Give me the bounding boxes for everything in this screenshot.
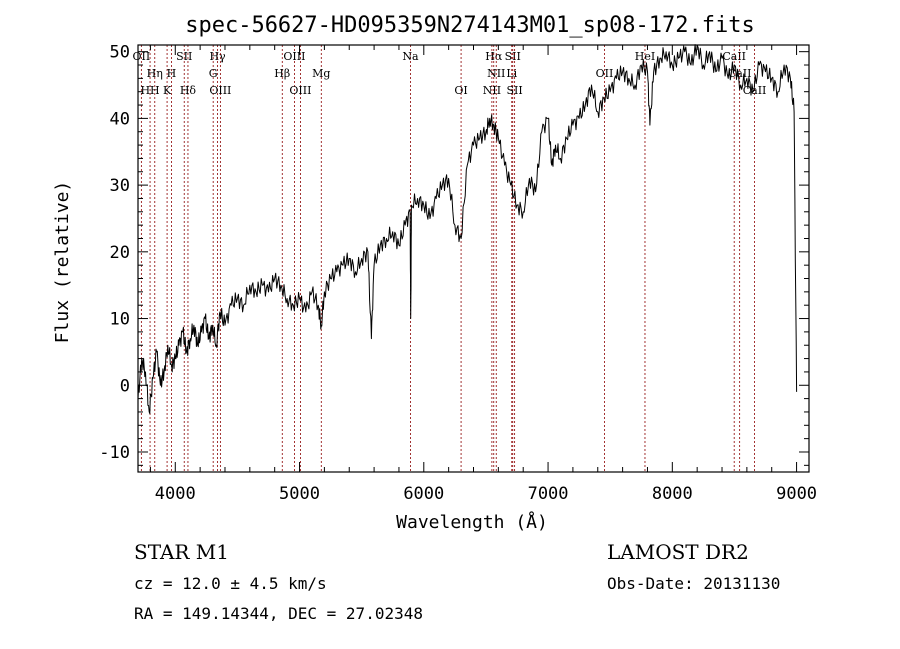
chart-title: spec-56627-HD095359N274143M01_sp08-172.f… bbox=[185, 13, 755, 38]
y-tick-label: 30 bbox=[110, 176, 130, 196]
obs-date: Obs-Date: 20131130 bbox=[607, 574, 781, 593]
y-tick-label: 40 bbox=[110, 109, 130, 129]
x-tick-label: 6000 bbox=[403, 484, 444, 504]
spectral-line-label: SII bbox=[507, 84, 523, 97]
coordinates: RA = 149.14344, DEC = 27.02348 bbox=[134, 604, 423, 623]
x-tick-label: 5000 bbox=[279, 484, 320, 504]
y-axis-label: Flux (relative) bbox=[52, 181, 73, 344]
y-tick-label: 10 bbox=[110, 310, 130, 330]
spectral-line-label: Hα bbox=[485, 50, 503, 63]
spectral-line-label: OII bbox=[596, 67, 614, 80]
object-class: STAR M1 bbox=[134, 540, 230, 564]
spectral-line-label: Hγ bbox=[209, 50, 226, 63]
spectral-line-label: K bbox=[163, 84, 172, 97]
spectral-line-label: H bbox=[167, 67, 177, 80]
spectral-line-label: OI bbox=[454, 84, 467, 97]
spectral-line-label: Hδ bbox=[180, 84, 197, 97]
spectral-line-label: Li bbox=[506, 67, 517, 80]
spectral-line-label: SII bbox=[505, 50, 521, 63]
spectral-line-label: Na bbox=[402, 50, 419, 63]
spectral-line-label: CaII bbox=[743, 84, 767, 97]
spectral-line-label: OII bbox=[132, 50, 150, 63]
spectral-line-label: Hη bbox=[147, 67, 163, 80]
x-tick-label: 9000 bbox=[776, 484, 817, 504]
redshift-info: cz = 12.0 ± 4.5 km/s bbox=[134, 574, 327, 593]
spectral-line-label: CaII bbox=[722, 50, 746, 63]
survey-name: LAMOST DR2 bbox=[607, 540, 749, 564]
y-tick-label: 20 bbox=[110, 243, 130, 263]
spectral-line-label: NII bbox=[487, 67, 505, 80]
spectral-line-label: OIII bbox=[283, 50, 305, 63]
axis-ticks: 4000 5000 6000 7000 8000 9000 -10 0 10 20 30 40 50 bbox=[99, 43, 817, 504]
y-tick-label: 0 bbox=[120, 376, 130, 396]
x-tick-label: 8000 bbox=[652, 484, 693, 504]
spectral-line-label: HH bbox=[140, 84, 159, 97]
plot-frame bbox=[137, 44, 810, 473]
y-tick-label: 50 bbox=[110, 43, 130, 63]
spectral-line-label: HeI bbox=[635, 50, 655, 63]
spectrum-series bbox=[137, 44, 798, 415]
x-axis-label: Wavelength (Å) bbox=[396, 511, 548, 533]
spectral-line-label: NII bbox=[483, 84, 501, 97]
spectrum-line bbox=[137, 44, 798, 415]
spectral-line-label: OIII bbox=[209, 84, 231, 97]
x-tick-label: 7000 bbox=[528, 484, 569, 504]
spectral-line-label: G bbox=[209, 67, 218, 80]
spectral-line-label: Hβ bbox=[274, 67, 290, 80]
spectral-line-label: SII bbox=[176, 50, 192, 63]
spectral-line-label: Mg bbox=[312, 67, 330, 80]
y-tick-label: -10 bbox=[99, 443, 130, 463]
spectral-line-label: OIII bbox=[289, 84, 311, 97]
x-tick-label: 4000 bbox=[155, 484, 196, 504]
